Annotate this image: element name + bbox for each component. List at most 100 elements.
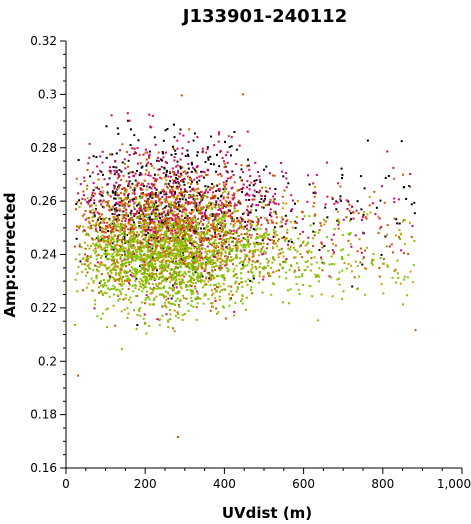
data-point bbox=[123, 227, 126, 230]
data-point bbox=[154, 200, 157, 203]
data-point bbox=[190, 290, 193, 292]
data-point bbox=[317, 231, 320, 234]
data-point bbox=[138, 270, 141, 273]
data-point bbox=[164, 290, 167, 293]
data-point bbox=[127, 183, 130, 186]
data-point bbox=[251, 266, 254, 269]
data-point bbox=[267, 260, 270, 262]
data-point bbox=[241, 302, 244, 305]
data-point bbox=[240, 224, 243, 227]
data-point bbox=[122, 275, 125, 278]
data-point bbox=[128, 232, 131, 235]
data-point bbox=[145, 188, 148, 191]
data-point bbox=[357, 212, 360, 215]
data-point bbox=[209, 197, 212, 200]
data-point bbox=[218, 183, 221, 186]
data-point bbox=[273, 242, 276, 245]
data-point bbox=[90, 204, 93, 207]
data-point bbox=[151, 184, 154, 187]
data-point bbox=[259, 262, 262, 265]
data-point bbox=[102, 239, 105, 241]
data-point bbox=[202, 258, 205, 261]
data-point bbox=[169, 191, 172, 194]
data-point bbox=[223, 217, 226, 220]
data-point bbox=[120, 170, 123, 173]
data-point bbox=[176, 254, 179, 257]
data-point bbox=[125, 261, 127, 264]
data-point bbox=[173, 309, 176, 312]
data-point bbox=[99, 226, 101, 229]
data-point bbox=[188, 194, 191, 197]
data-point bbox=[143, 261, 146, 264]
data-point bbox=[165, 299, 168, 301]
data-point bbox=[227, 285, 230, 288]
x-tick-label: 600 bbox=[292, 477, 315, 491]
data-point bbox=[166, 235, 169, 238]
data-point bbox=[267, 261, 269, 264]
data-point bbox=[111, 276, 114, 279]
data-point bbox=[169, 171, 172, 174]
data-point bbox=[108, 236, 111, 238]
data-point bbox=[259, 251, 262, 253]
data-point bbox=[217, 249, 220, 252]
data-point bbox=[157, 191, 160, 194]
data-point bbox=[169, 196, 172, 198]
data-point bbox=[257, 171, 259, 173]
data-point bbox=[297, 237, 300, 240]
data-point bbox=[188, 196, 191, 199]
data-point bbox=[169, 170, 172, 173]
data-point bbox=[125, 209, 128, 212]
data-point bbox=[237, 234, 240, 237]
data-point bbox=[213, 185, 216, 188]
data-point bbox=[116, 225, 119, 228]
data-point bbox=[152, 231, 155, 234]
data-point bbox=[104, 217, 107, 220]
data-point bbox=[230, 256, 233, 258]
data-point bbox=[215, 242, 218, 245]
data-point bbox=[226, 258, 229, 261]
data-point bbox=[226, 231, 228, 233]
data-point bbox=[129, 236, 132, 238]
data-point bbox=[115, 273, 117, 276]
data-point bbox=[185, 215, 187, 218]
data-point bbox=[104, 228, 107, 231]
data-point bbox=[156, 269, 158, 272]
data-point bbox=[167, 209, 170, 212]
data-point bbox=[196, 242, 199, 245]
data-point bbox=[199, 238, 201, 241]
data-point bbox=[181, 236, 184, 238]
data-point bbox=[97, 253, 100, 256]
data-point bbox=[171, 259, 174, 262]
data-point bbox=[92, 212, 95, 215]
data-point bbox=[164, 225, 167, 228]
data-point bbox=[166, 246, 169, 249]
data-point bbox=[94, 228, 97, 231]
data-point bbox=[114, 228, 117, 231]
data-point bbox=[133, 175, 135, 177]
data-point bbox=[143, 205, 146, 208]
data-point bbox=[251, 260, 254, 263]
data-point bbox=[131, 171, 134, 174]
data-point bbox=[203, 227, 206, 230]
data-point bbox=[149, 248, 152, 251]
data-point bbox=[133, 190, 136, 193]
data-point bbox=[221, 248, 224, 251]
data-point bbox=[240, 272, 243, 275]
data-point bbox=[291, 226, 294, 229]
data-point bbox=[266, 243, 269, 246]
data-point bbox=[94, 209, 97, 211]
data-point bbox=[307, 236, 310, 239]
data-point bbox=[120, 201, 123, 204]
data-point bbox=[174, 229, 177, 232]
data-point bbox=[235, 253, 238, 256]
data-point bbox=[236, 245, 239, 248]
data-point bbox=[213, 242, 216, 245]
data-point bbox=[129, 301, 132, 304]
data-point bbox=[120, 232, 123, 235]
data-point bbox=[223, 184, 225, 187]
data-point bbox=[191, 254, 194, 257]
data-point bbox=[211, 215, 214, 218]
data-point bbox=[121, 161, 124, 164]
data-point bbox=[224, 199, 227, 202]
data-point bbox=[172, 238, 175, 241]
